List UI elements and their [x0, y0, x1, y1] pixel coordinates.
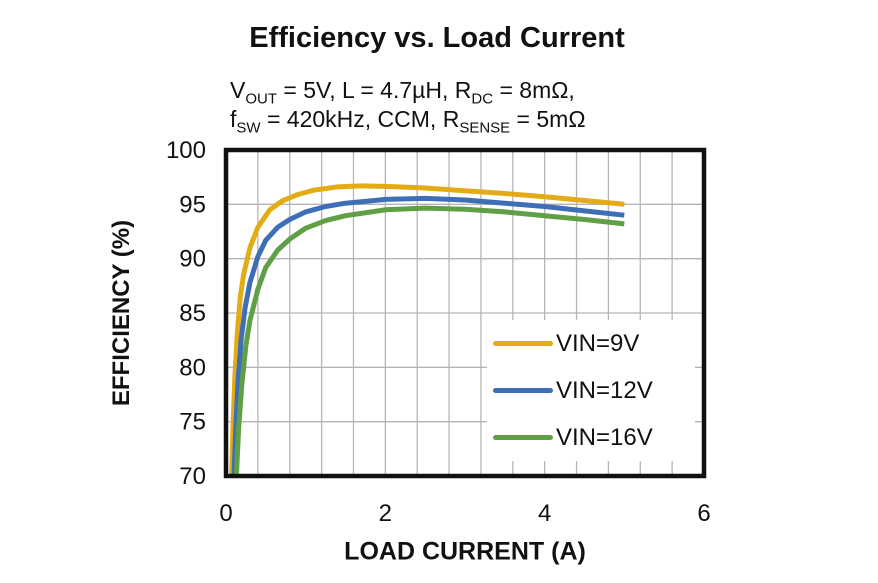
y-tick-label: 85 [179, 300, 206, 327]
legend-label: VIN=9V [556, 329, 640, 357]
y-tick-label: 75 [179, 409, 206, 436]
legend-line-swatch [493, 388, 553, 393]
series-line-0 [229, 183, 625, 475]
chart-title: Efficiency vs. Load Current [249, 22, 625, 54]
legend-item: VIN=9V [487, 320, 695, 367]
y-tick-label: 70 [179, 463, 206, 490]
series-line-2 [233, 205, 625, 475]
plot-border [223, 147, 707, 479]
legend-line-swatch [493, 341, 553, 346]
y-tick-label: 100 [166, 137, 206, 164]
y-tick-label: 80 [179, 354, 206, 381]
x-tick-label: 2 [379, 500, 392, 527]
x-tick-label: 0 [219, 500, 232, 527]
legend-item: VIN=16V [487, 414, 695, 461]
y-tick-label: 90 [179, 246, 206, 273]
series-line-1 [231, 195, 625, 475]
x-tick-label: 6 [697, 500, 710, 527]
tick-labels: 0 2 4 6 70 75 80 85 90 95 100 [166, 137, 711, 527]
legend-item: VIN=12V [487, 367, 695, 414]
y-tick-label: 95 [179, 191, 206, 218]
legend: VIN=9V VIN=12V VIN=16V [487, 320, 695, 461]
legend-label: VIN=12V [556, 376, 653, 404]
x-axis-title: LOAD CURRENT (A) [344, 537, 586, 566]
legend-line-swatch [493, 435, 553, 440]
gridlines [226, 150, 704, 476]
series-curves [229, 183, 625, 475]
legend-label: VIN=16V [556, 423, 653, 451]
chart-subtitle: VOUT = 5V, L = 4.7µH, RDC = 8mΩ, fSW = 42… [230, 77, 586, 137]
x-tick-label: 4 [538, 500, 551, 527]
